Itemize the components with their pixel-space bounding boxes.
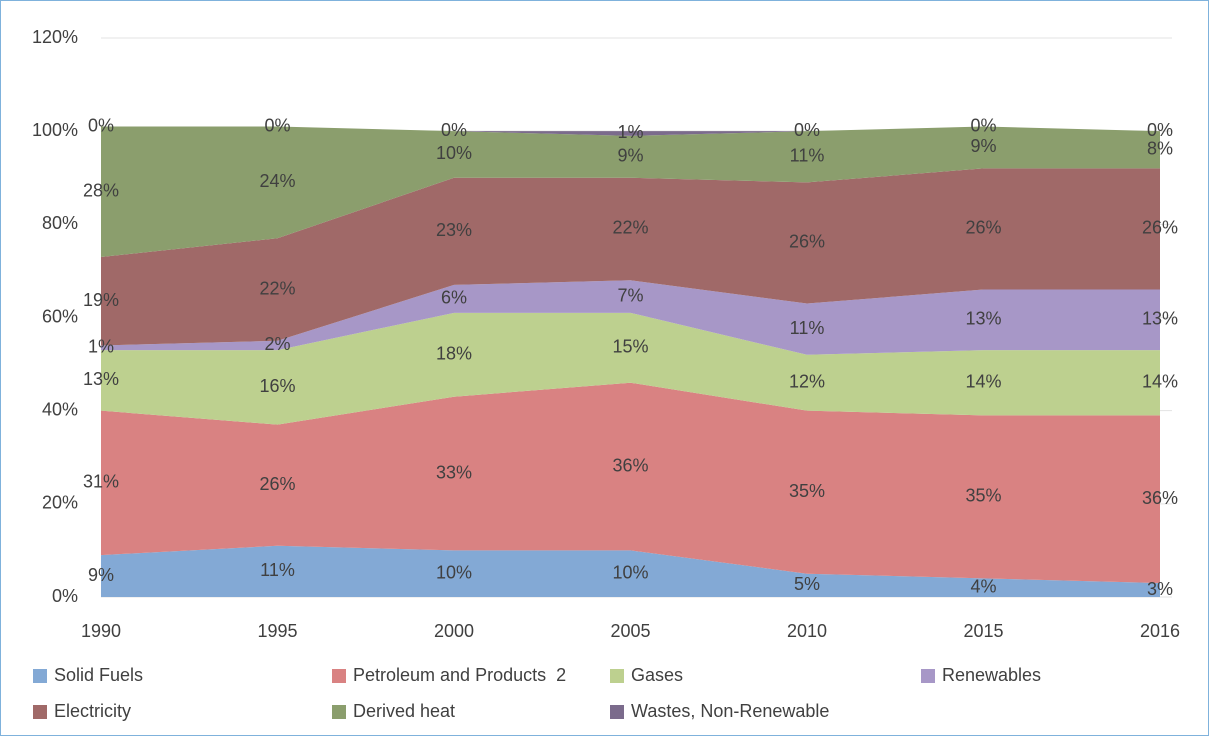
data-label: 10% <box>436 562 472 582</box>
x-tick-label: 2010 <box>787 621 827 641</box>
y-tick-label: 120% <box>32 27 78 47</box>
y-tick-label: 20% <box>42 493 78 513</box>
data-label: 33% <box>436 462 472 482</box>
data-label: 8% <box>1147 139 1173 159</box>
legend-label: Gases <box>631 665 683 685</box>
x-tick-label: 2000 <box>434 621 474 641</box>
data-label: 26% <box>1142 218 1178 238</box>
y-tick-label: 100% <box>32 120 78 140</box>
legend-label: Solid Fuels <box>54 665 143 685</box>
data-label: 22% <box>612 218 648 238</box>
data-label: 9% <box>88 565 114 585</box>
data-label: 0% <box>794 120 820 140</box>
legend-swatch <box>33 705 47 719</box>
x-tick-label: 1995 <box>257 621 297 641</box>
data-label: 19% <box>83 290 119 310</box>
legend-swatch <box>610 705 624 719</box>
data-label: 10% <box>612 562 648 582</box>
data-label: 26% <box>789 232 825 252</box>
data-label: 0% <box>88 115 114 135</box>
data-label: 11% <box>790 146 825 166</box>
data-label: 26% <box>259 474 295 494</box>
data-label: 7% <box>617 285 643 305</box>
data-label: 13% <box>965 309 1001 329</box>
area <box>101 168 1160 346</box>
data-label: 23% <box>436 220 472 240</box>
data-label: 9% <box>970 136 996 156</box>
data-label: 13% <box>1142 309 1178 329</box>
data-label: 36% <box>1142 488 1178 508</box>
legend-label: Petroleum and Products 2 <box>353 665 566 685</box>
area <box>101 545 1160 597</box>
data-label: 28% <box>83 180 119 200</box>
legend-swatch <box>33 669 47 683</box>
y-tick-label: 80% <box>42 213 78 233</box>
data-label: 14% <box>1142 371 1178 391</box>
data-label: 11% <box>790 318 825 338</box>
data-label: 12% <box>789 371 825 391</box>
data-label: 31% <box>83 472 119 492</box>
data-label: 0% <box>1147 120 1173 140</box>
data-label: 3% <box>1147 579 1173 599</box>
data-label: 0% <box>441 120 467 140</box>
data-label: 26% <box>965 218 1001 238</box>
data-label: 35% <box>965 486 1001 506</box>
x-tick-label: 1990 <box>81 621 121 641</box>
x-tick-label: 2015 <box>963 621 1003 641</box>
area <box>101 126 1160 257</box>
area <box>101 312 1160 425</box>
data-label: 5% <box>794 574 820 594</box>
legend-label: Derived heat <box>353 701 455 721</box>
legend-label: Wastes, Non-Renewable <box>631 701 829 721</box>
data-label: 36% <box>612 455 648 475</box>
data-label: 1% <box>88 337 114 357</box>
data-label: 1% <box>617 122 643 142</box>
data-label: 16% <box>259 376 295 396</box>
data-label: 35% <box>789 481 825 501</box>
legend-swatch <box>332 705 346 719</box>
data-label: 0% <box>264 115 290 135</box>
y-tick-label: 40% <box>42 399 78 419</box>
area <box>101 280 1160 355</box>
data-label: 14% <box>965 371 1001 391</box>
data-label: 11% <box>260 560 295 580</box>
data-label: 2% <box>264 334 290 354</box>
data-label: 0% <box>970 115 996 135</box>
data-label: 13% <box>83 369 119 389</box>
legend-label: Renewables <box>942 665 1041 685</box>
data-label: 18% <box>436 344 472 364</box>
data-label: 24% <box>259 171 295 191</box>
legend-label: Electricity <box>54 701 131 721</box>
data-label: 6% <box>441 288 467 308</box>
x-tick-label: 2016 <box>1140 621 1180 641</box>
data-label: 10% <box>436 143 472 163</box>
y-tick-label: 0% <box>52 586 78 606</box>
data-label: 9% <box>617 146 643 166</box>
x-tick-label: 2005 <box>610 621 650 641</box>
data-label: 22% <box>259 278 295 298</box>
area <box>101 382 1160 584</box>
legend-swatch <box>610 669 624 683</box>
legend-swatch <box>332 669 346 683</box>
area <box>101 126 1160 136</box>
y-tick-label: 60% <box>42 306 78 326</box>
data-label: 4% <box>970 576 996 596</box>
legend-swatch <box>921 669 935 683</box>
data-label: 15% <box>612 337 648 357</box>
